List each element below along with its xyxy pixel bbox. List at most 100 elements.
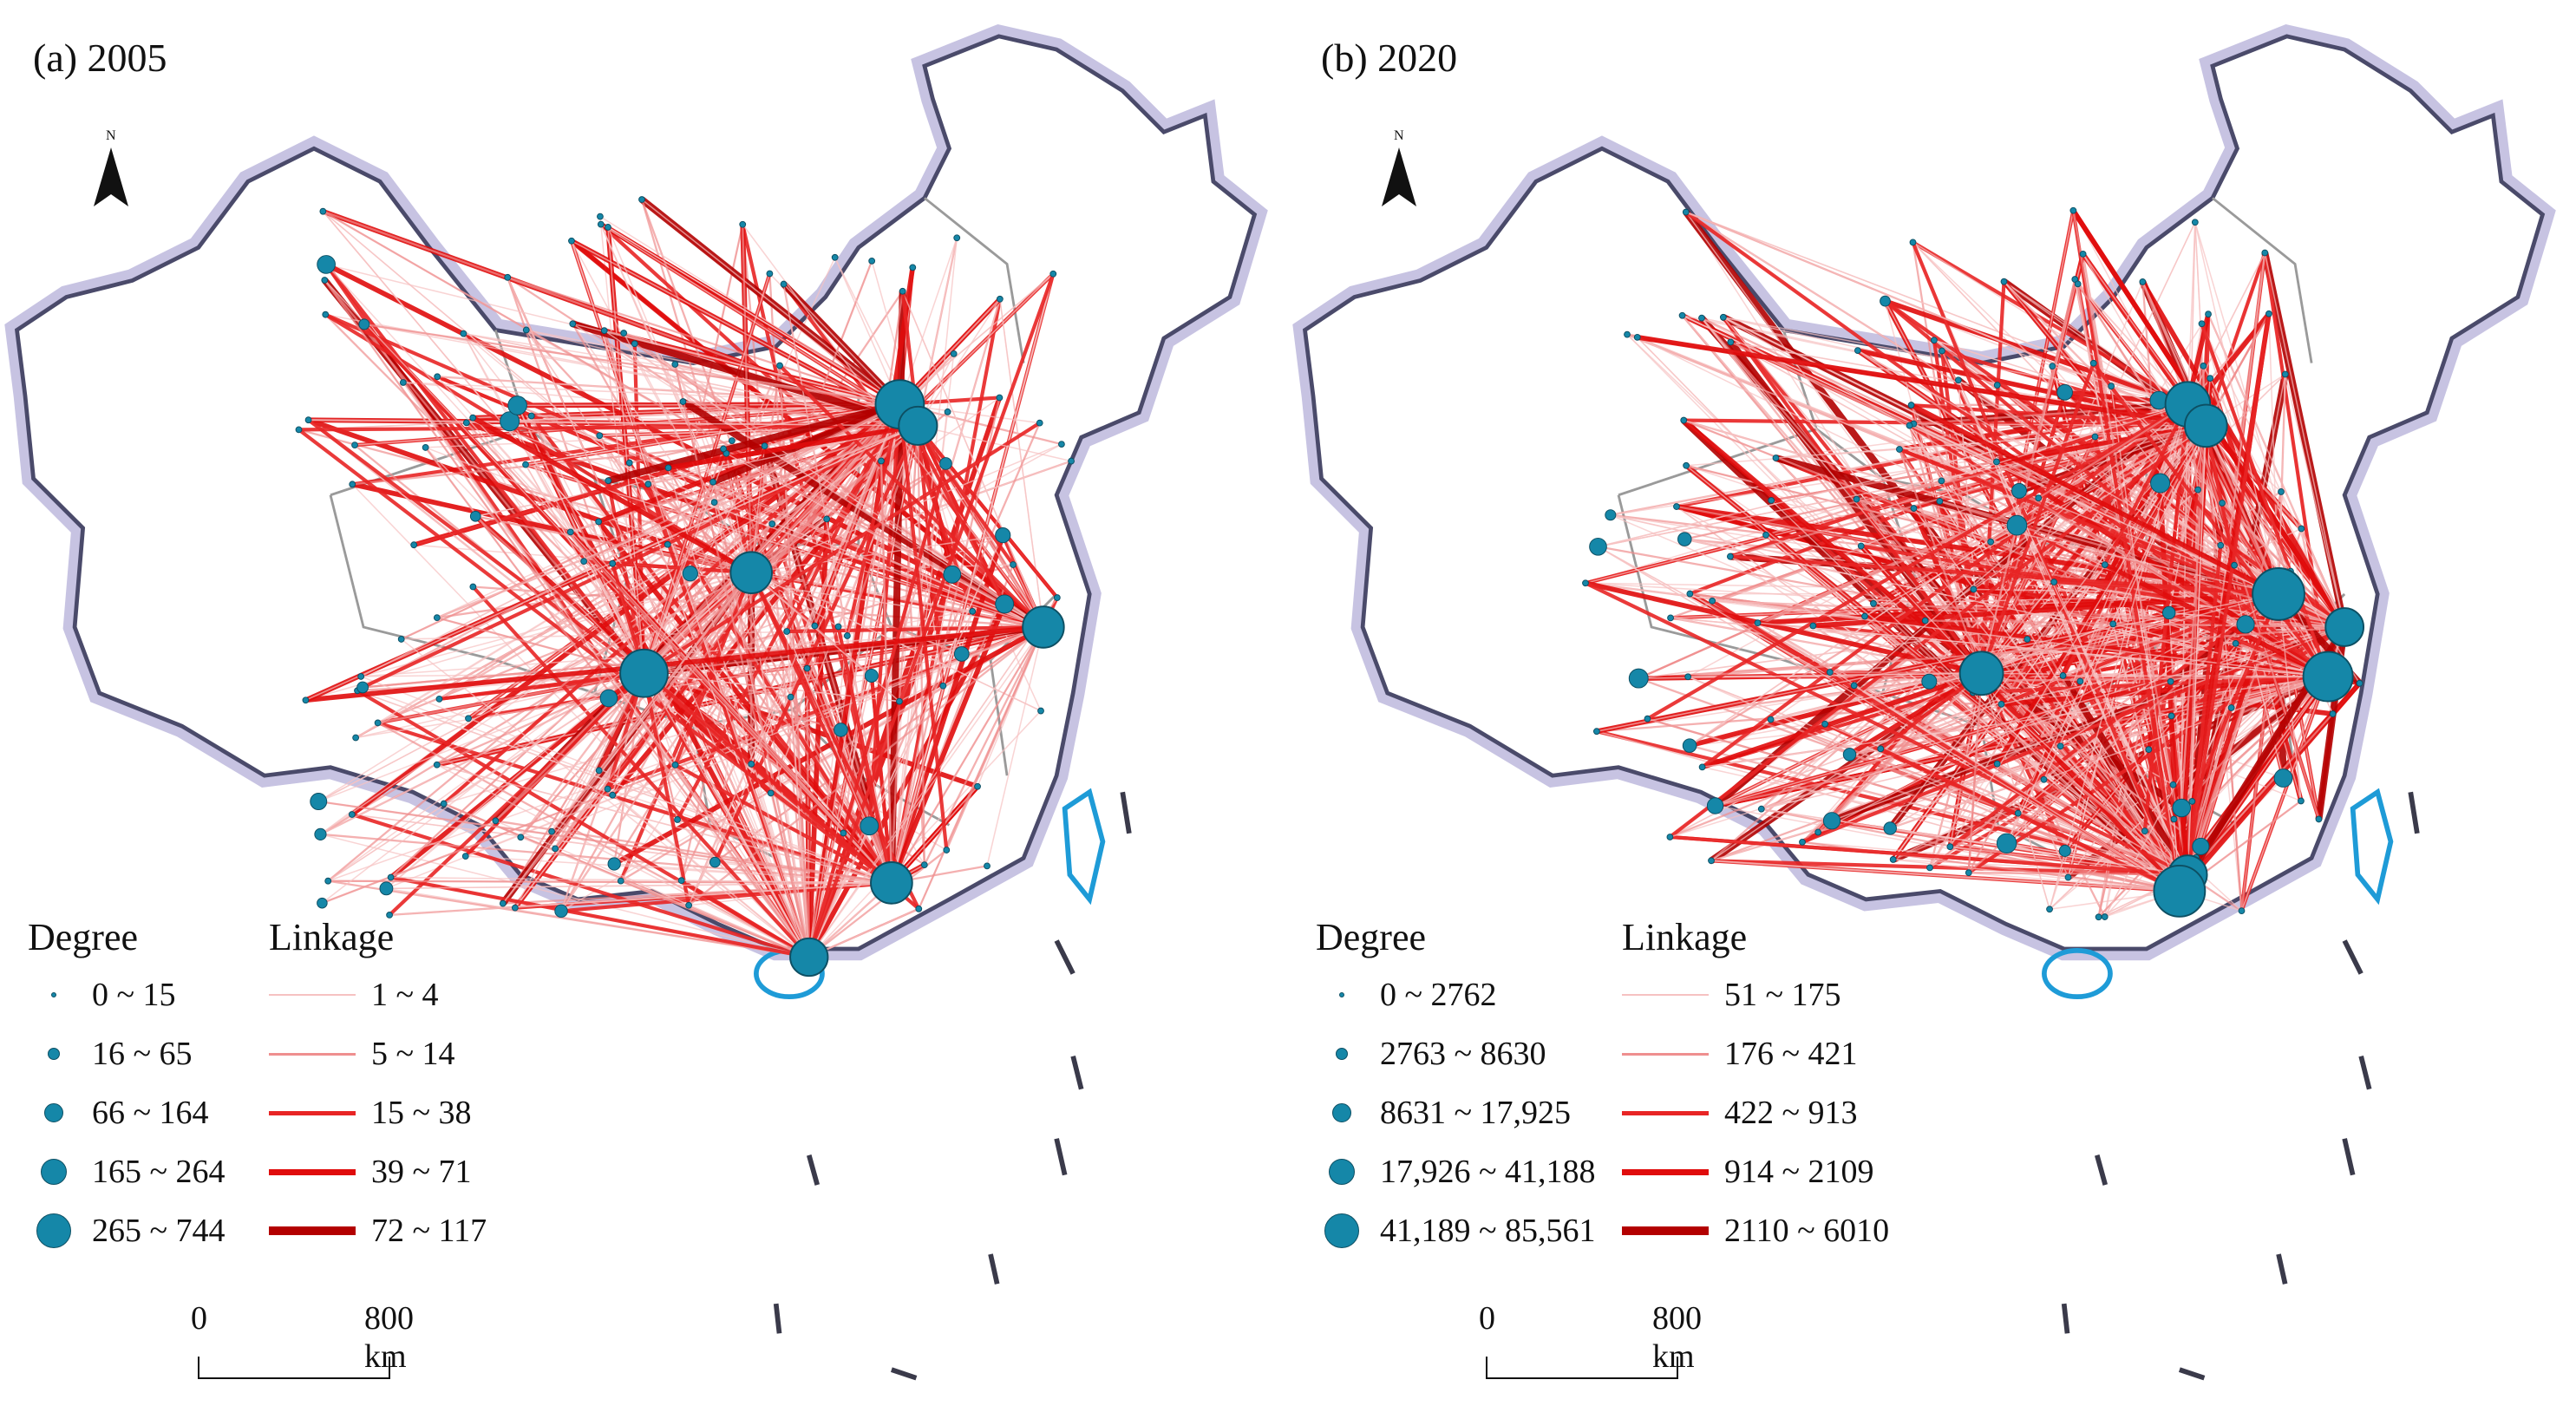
city-node [996, 394, 1004, 402]
city-node [953, 234, 961, 242]
linkage-line [1585, 580, 1983, 677]
city-node [1698, 763, 1706, 771]
city-node [625, 459, 633, 467]
city-node [1896, 446, 1903, 453]
linkage-line [570, 239, 1045, 630]
linkage-line [1911, 241, 2181, 893]
city-node [552, 845, 559, 853]
city-node [2046, 906, 2053, 913]
city-node [2273, 768, 2293, 788]
city-node [974, 782, 981, 790]
linkage-line [2221, 502, 2345, 628]
city-node [1708, 857, 1715, 865]
linkage-line [1688, 625, 2345, 678]
linkage-line [641, 199, 900, 405]
linkage-line [1941, 403, 2188, 482]
city-node [379, 881, 394, 896]
city-node [2298, 797, 2305, 805]
city-node [2232, 639, 2239, 647]
degree-legend: Degree 0 ~ 2762 2763 ~ 8630 8631 ~ 17,92… [1316, 915, 1596, 1260]
city-node [2172, 798, 2191, 818]
city-node [2231, 561, 2238, 569]
city-node [595, 767, 603, 775]
city-node [2011, 482, 2027, 499]
city-node [569, 320, 577, 328]
linkage-line [390, 876, 892, 884]
city-node [511, 904, 519, 912]
city-node [527, 412, 535, 420]
north-arrow-icon [1382, 147, 1416, 206]
degree-legend-item: 16 ~ 65 [28, 1024, 226, 1083]
north-arrow: N [1375, 128, 1427, 215]
city-node [2139, 278, 2147, 285]
panel-title: (b) 2020 [1321, 36, 1458, 80]
linkage-line [551, 672, 645, 833]
city-node [2109, 620, 2117, 628]
city-node [1633, 333, 1641, 341]
linkage-line [1701, 317, 2180, 892]
city-node [2238, 907, 2246, 915]
city-node [465, 715, 472, 723]
city-node [433, 761, 441, 768]
linkage-line [1889, 827, 2180, 893]
linkage-line [1880, 747, 2180, 893]
city-node [2049, 363, 2056, 370]
city-node [1666, 834, 1674, 840]
linkage-line [390, 875, 810, 959]
city-node [2265, 310, 2272, 317]
linkage-line [514, 672, 645, 908]
linkage-line [628, 462, 810, 958]
linkage-line [845, 403, 902, 637]
city-node [1936, 497, 1944, 505]
linkage-line [2103, 562, 2330, 679]
city-node [469, 583, 477, 591]
linkage-line [836, 626, 893, 884]
nine-dash-line [773, 791, 1132, 1381]
city-node [766, 270, 774, 278]
city-node [2302, 651, 2354, 703]
linkage-legend-item: 5 ~ 14 [269, 1024, 487, 1083]
linkage-line [2018, 490, 2279, 595]
linkage-line [782, 284, 892, 884]
scale-bar: 0 800 km [191, 1299, 414, 1386]
linkage-line [494, 403, 901, 822]
linkage-line [2072, 210, 2189, 875]
city-node [1589, 537, 1607, 556]
linkage-line [1702, 676, 2329, 768]
linkage-line [1712, 600, 2329, 677]
linkage-line [1701, 670, 1983, 770]
linkage-line [604, 330, 1044, 628]
city-node [1926, 864, 1933, 872]
city-node [548, 827, 555, 835]
city-node [1684, 673, 1692, 681]
linkage-line [783, 284, 900, 405]
linkage-line [570, 531, 810, 958]
city-node [317, 255, 336, 274]
linkage-line [1723, 317, 2188, 875]
city-node [435, 695, 443, 703]
linkage-line [1598, 425, 2207, 548]
city-node [950, 350, 958, 357]
city-node [2167, 677, 2174, 685]
city-node [953, 646, 970, 662]
city-node [1686, 590, 1694, 598]
city-node [462, 419, 470, 427]
city-node [2236, 615, 2255, 634]
city-node [2194, 486, 2202, 494]
linkage-line [1687, 676, 2180, 893]
city-node [2006, 514, 2028, 536]
linkage-line [808, 597, 1058, 958]
linkage-legend-item: 2110 ~ 6010 [1622, 1201, 1889, 1260]
degree-legend-item: 265 ~ 744 [28, 1201, 226, 1260]
linkage-line [1857, 348, 2207, 428]
linkage-legend-title: Linkage [269, 916, 395, 958]
linkage-line [643, 421, 1041, 676]
linkage-line [425, 447, 645, 674]
map-panel-2020: (b) 2020 N Degree 0 ~ 2762 2763 ~ 8630 8… [1288, 0, 2576, 1406]
city-node [899, 287, 906, 295]
linkage-line [475, 515, 752, 574]
linkage-line [507, 276, 900, 406]
city-node [685, 901, 693, 909]
city-node [1909, 239, 1917, 246]
city-node [1628, 668, 1649, 689]
